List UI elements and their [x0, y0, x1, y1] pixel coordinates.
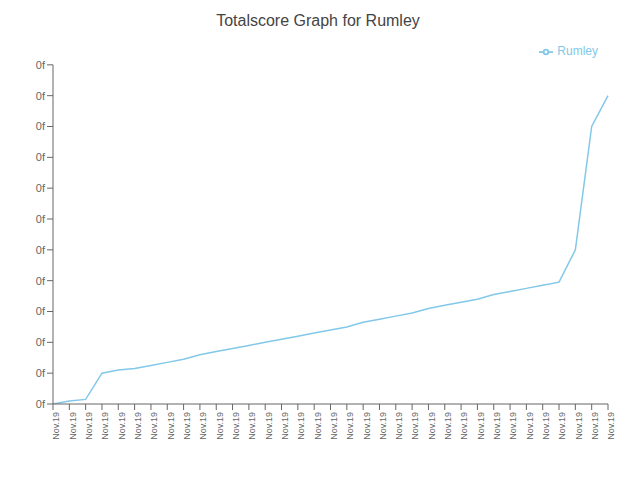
- svg-text:Nov.19: Nov.19: [606, 412, 616, 440]
- svg-text:Nov.19: Nov.19: [51, 412, 61, 440]
- svg-text:Nov.19: Nov.19: [329, 412, 339, 440]
- svg-text:Nov.19: Nov.19: [557, 412, 567, 440]
- svg-text:Nov.19: Nov.19: [590, 412, 600, 440]
- svg-text:Nov.19: Nov.19: [411, 412, 421, 440]
- svg-text:Nov.19: Nov.19: [492, 412, 502, 440]
- svg-text:0f: 0f: [36, 367, 46, 379]
- html-text:Rumley: Rumley: [557, 44, 598, 58]
- svg-text:0f: 0f: [36, 120, 46, 132]
- svg-text:0f: 0f: [36, 90, 46, 102]
- svg-text:Nov.19: Nov.19: [378, 412, 388, 440]
- svg-text:0f: 0f: [36, 244, 46, 256]
- svg-text:Nov.19: Nov.19: [459, 412, 469, 440]
- svg-text:Nov.19: Nov.19: [231, 412, 241, 440]
- svg-text:Nov.19: Nov.19: [508, 412, 518, 440]
- svg-text:Nov.19: Nov.19: [427, 412, 437, 440]
- svg-text:Nov.19: Nov.19: [362, 412, 372, 440]
- svg-text:Nov.19: Nov.19: [68, 412, 78, 440]
- svg-text:Nov.19: Nov.19: [345, 412, 355, 440]
- svg-text:Nov.19: Nov.19: [476, 412, 486, 440]
- svg-text:Nov.19: Nov.19: [264, 412, 274, 440]
- svg-text:Nov.19: Nov.19: [247, 412, 257, 440]
- svg-text:Nov.19: Nov.19: [394, 412, 404, 440]
- svg-text:Nov.19: Nov.19: [574, 412, 584, 440]
- svg-text:Nov.19: Nov.19: [215, 412, 225, 440]
- svg-text:Nov.19: Nov.19: [280, 412, 290, 440]
- svg-text:Nov.19: Nov.19: [117, 412, 127, 440]
- svg-text:Nov.19: Nov.19: [166, 412, 176, 440]
- svg-text:0f: 0f: [36, 305, 46, 317]
- svg-text:0f: 0f: [36, 336, 46, 348]
- svg-text:Nov.19: Nov.19: [198, 412, 208, 440]
- svg-text:Nov.19: Nov.19: [182, 412, 192, 440]
- html-text:Totalscore Graph for Rumley: Totalscore Graph for Rumley: [216, 12, 420, 29]
- svg-text:0f: 0f: [36, 151, 46, 163]
- svg-text:0f: 0f: [36, 275, 46, 287]
- svg-text:Nov.19: Nov.19: [313, 412, 323, 440]
- svg-text:Nov.19: Nov.19: [541, 412, 551, 440]
- svg-text:0f: 0f: [36, 182, 46, 194]
- svg-text:0f: 0f: [36, 213, 46, 225]
- svg-text:0f: 0f: [36, 59, 46, 71]
- svg-text:Nov.19: Nov.19: [443, 412, 453, 440]
- svg-text:Nov.19: Nov.19: [84, 412, 94, 440]
- svg-text:Nov.19: Nov.19: [149, 412, 159, 440]
- svg-text:Nov.19: Nov.19: [133, 412, 143, 440]
- svg-text:Nov.19: Nov.19: [100, 412, 110, 440]
- svg-text:Nov.19: Nov.19: [525, 412, 535, 440]
- svg-text:Nov.19: Nov.19: [296, 412, 306, 440]
- svg-text:0f: 0f: [36, 398, 46, 410]
